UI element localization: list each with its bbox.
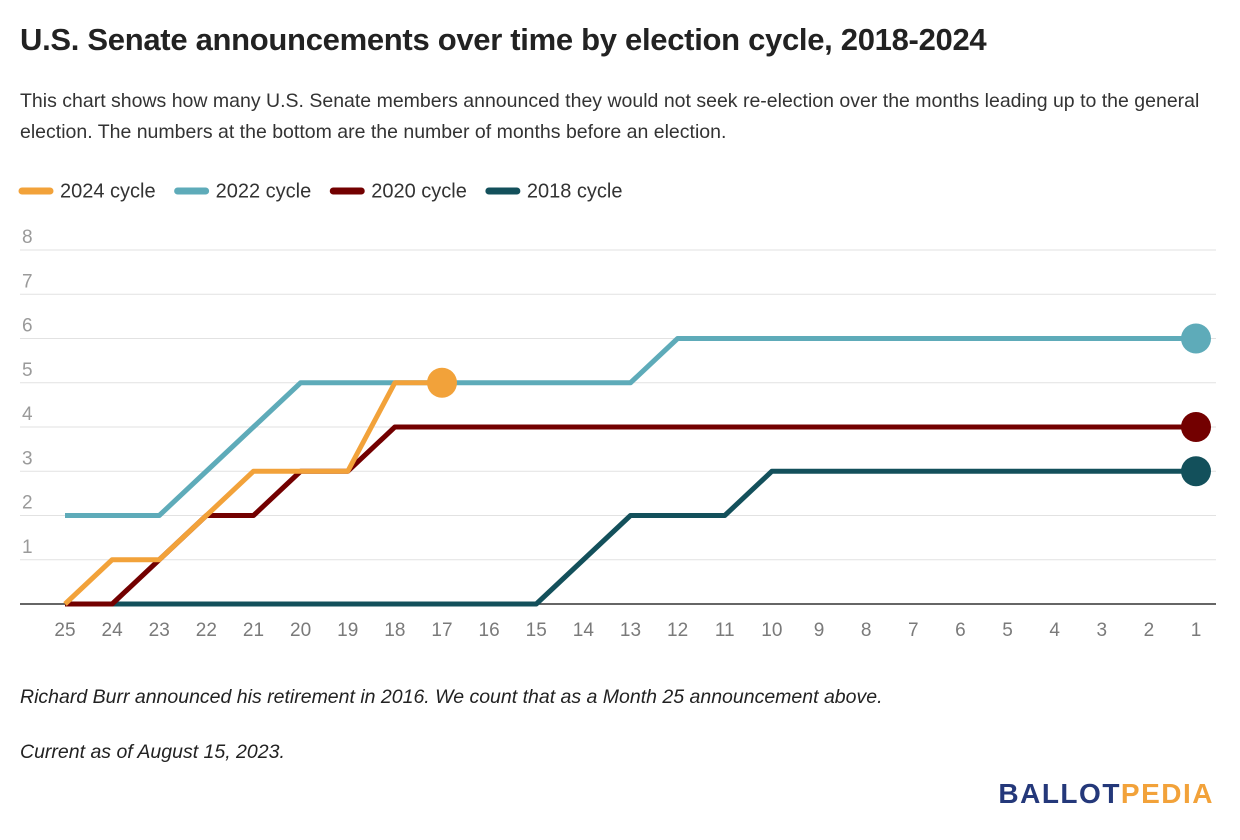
x-tick-label: 17 [431, 620, 452, 641]
chart-subtitle: This chart shows how many U.S. Senate me… [20, 90, 1200, 143]
x-tick-label: 8 [861, 620, 872, 641]
x-tick-label: 15 [526, 620, 547, 641]
end-dot [1181, 412, 1211, 442]
y-tick-label: 7 [22, 271, 33, 292]
logo: BALLOTPEDIA [998, 778, 1214, 809]
note: Richard Burr announced his retirement in… [20, 686, 883, 708]
logo-part: PEDIA [1121, 778, 1214, 809]
end-dot [1181, 323, 1211, 354]
x-tick-label: 25 [54, 620, 75, 641]
end-dot [1181, 456, 1211, 487]
series-line [63, 380, 442, 606]
legend-label: 2020 cycle [371, 180, 467, 202]
x-tick-label: 18 [384, 620, 405, 641]
x-tick-label: 5 [1002, 620, 1013, 641]
x-tick-label: 1 [1191, 620, 1202, 641]
logo-part: BALLOT [998, 778, 1121, 809]
x-tick-label: 12 [667, 620, 688, 641]
x-tick-label: 19 [337, 620, 358, 641]
x-tick-label: 7 [908, 620, 919, 641]
y-tick-label: 2 [22, 493, 33, 514]
y-tick-label: 4 [22, 404, 33, 425]
chart-title: U.S. Senate announcements over time by e… [20, 22, 987, 57]
x-tick-label: 13 [620, 620, 641, 641]
x-tick-label: 10 [761, 620, 782, 641]
x-tick-label: 21 [243, 620, 264, 641]
x-tick-label: 4 [1049, 620, 1060, 641]
x-tick-label: 23 [149, 620, 170, 641]
x-tick-label: 24 [102, 620, 124, 641]
x-tick-label: 9 [814, 620, 825, 641]
legend-label: 2018 cycle [527, 180, 623, 202]
legend-label: 2022 cycle [216, 180, 312, 202]
x-tick-label: 16 [479, 620, 500, 641]
end-dot [427, 367, 457, 398]
x-tick-label: 2 [1144, 620, 1155, 641]
y-tick-label: 3 [22, 448, 33, 469]
x-tick-label: 20 [290, 620, 311, 641]
x-tick-label: 6 [955, 620, 966, 641]
x-tick-label: 3 [1096, 620, 1107, 641]
y-tick-label: 8 [22, 227, 33, 248]
x-tick-label: 11 [715, 620, 735, 641]
series-line [65, 336, 1196, 518]
legend-label: 2024 cycle [60, 180, 156, 202]
series-line [65, 468, 1196, 607]
y-tick-label: 5 [22, 360, 33, 381]
note: Current as of August 15, 2023. [20, 741, 285, 763]
x-tick-label: 14 [573, 620, 595, 641]
x-tick-label: 22 [196, 620, 217, 641]
y-tick-label: 1 [22, 537, 33, 558]
y-tick-label: 6 [22, 316, 33, 337]
series-line [65, 424, 1196, 607]
